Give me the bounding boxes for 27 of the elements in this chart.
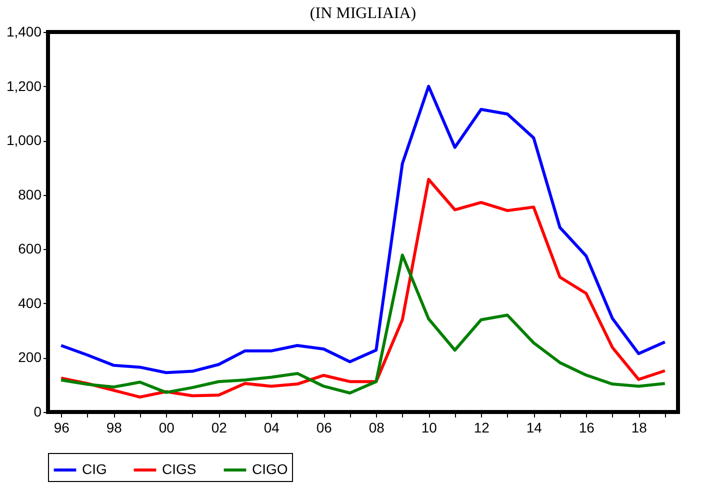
line-series xyxy=(60,178,666,399)
chart-title: (IN MIGLIAIA) xyxy=(310,5,416,22)
x-tick-label: 08 xyxy=(368,420,385,436)
y-tick-label: 400 xyxy=(18,294,42,311)
y-tick-label: 1,200 xyxy=(6,78,42,94)
x-tick-label: 18 xyxy=(631,420,648,436)
x-tick-label: 06 xyxy=(316,420,332,436)
y-tick-label: 1,000 xyxy=(6,132,42,148)
x-tick-label: 02 xyxy=(211,420,228,436)
legend-label: CIGS xyxy=(162,461,196,477)
x-tick-label: 12 xyxy=(474,420,490,436)
x-tick-label: 04 xyxy=(264,420,280,436)
x-tick-label: 14 xyxy=(526,420,542,436)
y-tick-label: 1,400 xyxy=(6,24,42,40)
legend-label: CIGO xyxy=(252,461,288,477)
y-tick-label: 600 xyxy=(18,240,42,257)
y-tick-label: 0 xyxy=(34,404,42,420)
line-series xyxy=(60,254,666,394)
x-tick-label: 10 xyxy=(421,420,438,436)
x-tick-label: 98 xyxy=(106,420,122,436)
y-tick-label: 800 xyxy=(18,186,42,202)
x-tick-label: 96 xyxy=(54,420,70,436)
x-tick-label: 16 xyxy=(578,420,595,436)
legend-label: CIG xyxy=(82,461,107,477)
x-tick-label: 00 xyxy=(158,420,175,436)
line-series xyxy=(60,84,666,374)
y-tick-label: 200 xyxy=(18,349,42,366)
